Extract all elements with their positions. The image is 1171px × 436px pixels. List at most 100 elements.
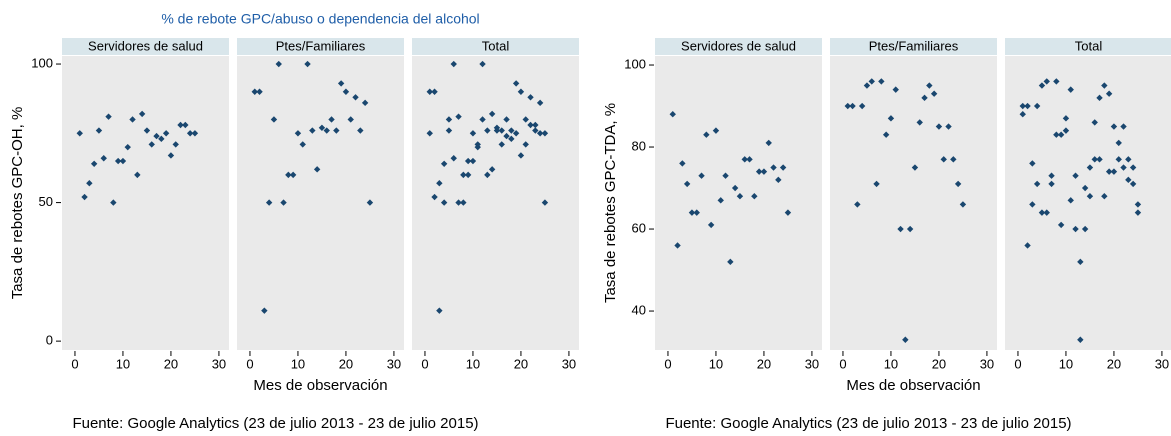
point [445,127,453,134]
point [1067,197,1074,204]
panel-title: Total [482,38,510,53]
point [1091,119,1098,126]
plot-area [655,56,822,350]
point [357,127,364,134]
plot-area [62,56,229,350]
point [1096,94,1103,102]
y-tick-label: 80 [632,138,646,153]
point [688,209,696,216]
point [1125,176,1132,184]
point [1105,168,1113,175]
point [532,127,539,134]
panel-title: Ptes/Familiares [869,38,959,53]
point [751,193,758,200]
point [878,78,885,85]
point [153,132,160,140]
point [1077,258,1084,266]
point [1101,82,1108,89]
point [512,80,520,87]
point [950,156,957,163]
point [1115,156,1122,163]
point [522,116,529,123]
point [469,157,477,165]
point [683,180,691,188]
point [897,225,904,233]
point [854,201,861,208]
x-tick-label: 10 [466,356,480,371]
point [882,131,890,138]
x-tick-label: 0 [664,356,671,371]
point [1081,184,1089,192]
point [1072,225,1079,233]
point [784,209,792,216]
point [280,199,287,206]
x-tick-label: 10 [1059,356,1073,371]
point [930,90,938,97]
point [698,172,705,179]
point [1129,180,1137,188]
point [1086,193,1094,200]
x-axis-label: Mes de observación [846,377,980,394]
point [921,94,928,102]
point [464,157,472,165]
point [873,180,880,188]
panel-header [1005,38,1171,55]
point [1033,102,1041,110]
x-tick-label: 0 [1014,356,1021,371]
point [858,102,866,110]
point [1096,156,1103,163]
point [177,121,184,129]
y-axis-label: Tasa de rebotes GPC-TDA, % [602,103,619,303]
point [1043,209,1050,216]
x-tick-label: 20 [164,356,178,371]
point [717,197,724,204]
point [455,199,462,206]
point [299,141,306,148]
point [674,242,681,249]
point [707,221,715,229]
panel-header [62,38,229,55]
point [1019,102,1026,110]
point [191,130,199,137]
point [1105,90,1113,97]
point [119,157,127,165]
point [90,160,98,167]
point [679,160,686,167]
point [508,135,515,143]
point [1129,164,1137,171]
y-tick-label: 40 [632,302,646,317]
point [333,127,340,134]
point [1024,242,1031,249]
point [703,131,710,138]
point [1125,156,1132,163]
plot-area [830,56,997,350]
point [765,139,772,147]
plot-area [1005,56,1171,350]
point [265,199,273,206]
x-tick-label: 20 [932,356,946,371]
point [445,116,453,123]
point [294,130,302,137]
point [275,60,282,68]
point [760,168,768,175]
point [1134,209,1142,216]
x-tick-label: 20 [757,356,771,371]
point [1101,193,1108,200]
point [1120,164,1127,171]
point [712,127,720,134]
point [503,132,510,140]
point [541,199,549,206]
plot-area [237,56,404,350]
point [285,171,292,179]
point [508,127,515,134]
x-axis-label: Mes de observación [253,377,387,394]
point [940,156,947,163]
point [844,102,851,110]
point [450,60,457,68]
point [143,127,151,134]
x-tick-label: 20 [339,356,353,371]
point [512,130,520,137]
point [1029,201,1036,208]
